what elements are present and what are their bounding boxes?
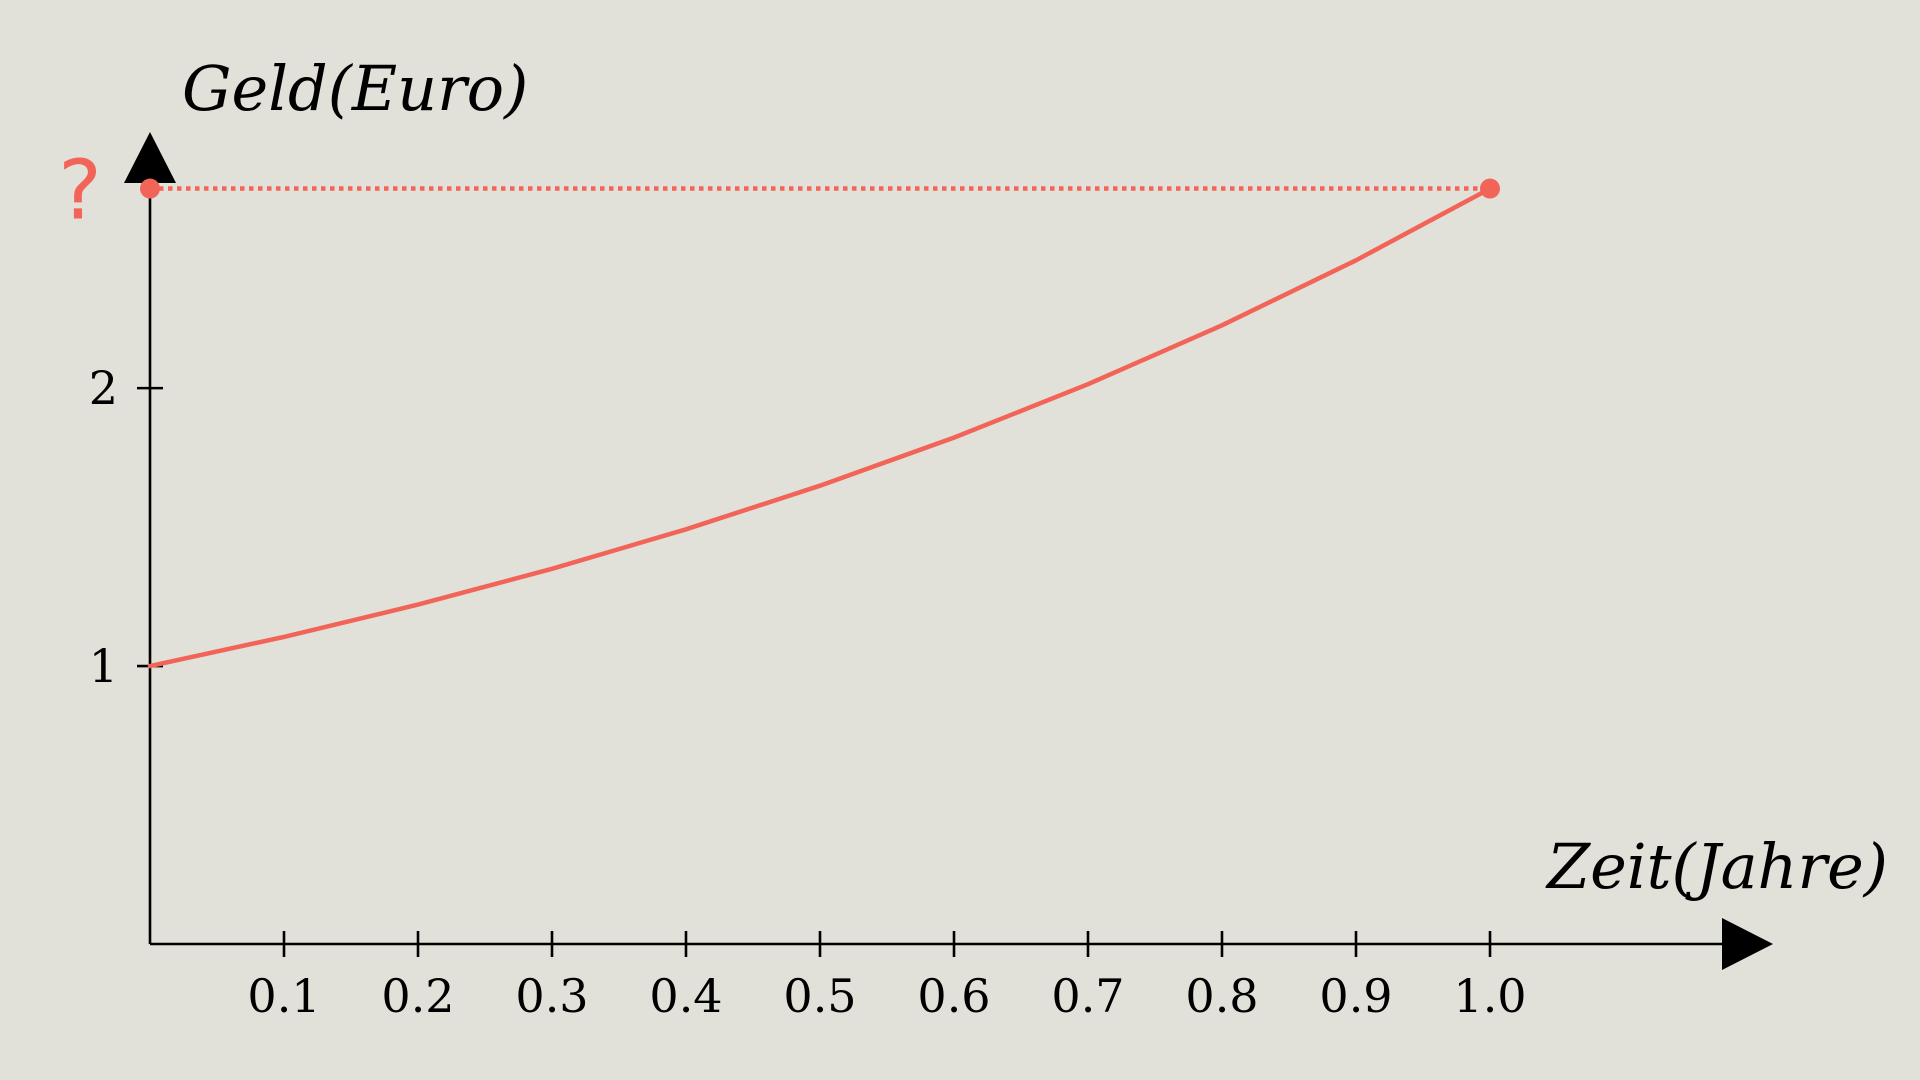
x-tick-label: 1.0 [1453,969,1526,1023]
question-mark-annotation: ? [58,144,102,239]
x-tick-label: 0.3 [515,969,588,1023]
x-tick-label: 0.6 [917,969,990,1023]
tick-marks: 0.1 0.2 0.3 0.4 0.5 0.6 0.7 0.8 0.9 1.0 1 2 [89,361,1527,1023]
x-axis-arrowhead [1722,918,1773,970]
reference-end-point [1480,178,1500,199]
x-tick-label: 0.8 [1185,969,1258,1023]
x-tick-label: 0.7 [1051,969,1124,1023]
x-axis-title: Zeit(Jahre) [1545,830,1888,903]
x-tick-label: 0.9 [1319,969,1392,1023]
series-line [147,186,1493,669]
series [140,178,1500,669]
reference-start-point [140,178,160,199]
x-tick-label: 0.5 [783,969,856,1023]
y-axis-arrowhead [124,132,176,183]
y-axis-title: Geld(Euro) [182,52,528,125]
y-tick-label: 2 [89,361,118,415]
axes [124,132,1773,970]
x-tick-label: 0.1 [247,969,320,1023]
x-tick-label: 0.2 [381,969,454,1023]
x-tick-label: 0.4 [649,969,722,1023]
y-tick-label: 1 [89,639,118,693]
